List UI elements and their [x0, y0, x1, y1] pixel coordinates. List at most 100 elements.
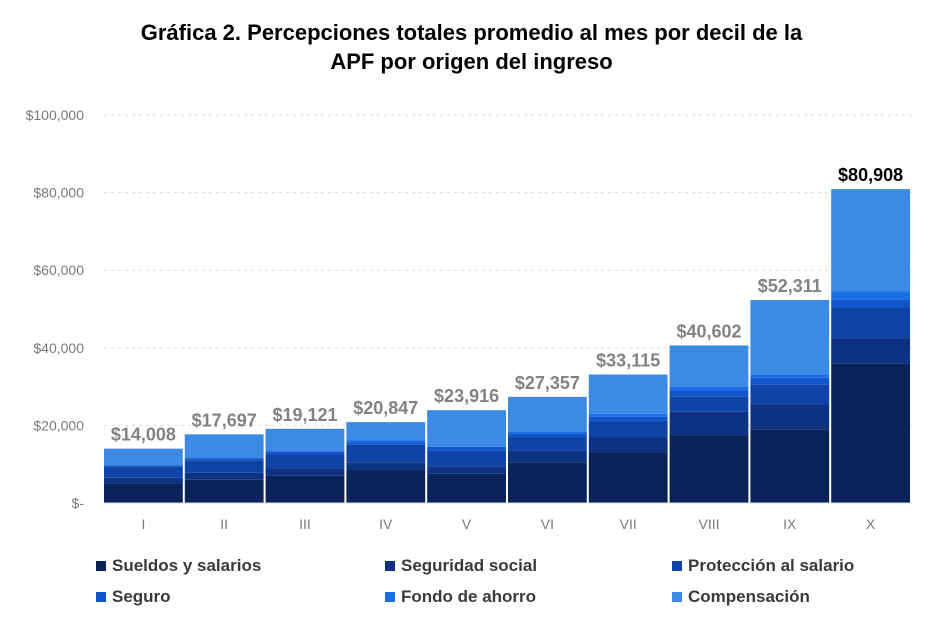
legend-swatch	[672, 561, 682, 571]
legend-label: Fondo de ahorro	[401, 587, 537, 606]
bar-segment	[669, 386, 749, 391]
y-tick-label: $60,000	[33, 262, 84, 278]
bar-total-label: $17,697	[192, 410, 257, 430]
bar-segment	[265, 428, 345, 452]
bar-segment	[750, 404, 830, 430]
legend-item: Protección al salario	[672, 556, 854, 576]
x-tick-label: IV	[379, 516, 393, 532]
bar-segment	[831, 363, 910, 503]
bar-segment	[669, 411, 749, 436]
chart-title-line-1: Gráfica 2. Percepciones totales promedio…	[140, 20, 803, 45]
bar-segment	[427, 466, 506, 474]
bar-segment	[831, 299, 910, 308]
x-tick-label: III	[299, 516, 311, 532]
bar-total-label: $52,311	[758, 276, 822, 296]
bar-segment	[265, 468, 345, 476]
bar-segment	[427, 473, 506, 503]
bar-segment	[508, 437, 587, 451]
bar-total-label: $14,008	[111, 425, 176, 445]
y-tick-label: $40,000	[33, 340, 84, 356]
legend-swatch	[385, 592, 395, 602]
bar-segment	[427, 446, 506, 451]
x-tick-label: X	[866, 516, 876, 532]
bar-total-label: $19,121	[272, 405, 337, 425]
bar-segment	[669, 390, 749, 397]
bar-segment	[508, 450, 587, 463]
legend-label: Compensación	[688, 587, 810, 606]
bar-segment	[265, 475, 345, 503]
legend-item: Sueldos y salarios	[96, 556, 261, 576]
legend-label: Seguro	[112, 587, 171, 606]
bar-segment	[104, 477, 183, 484]
legend-swatch	[672, 592, 682, 602]
bar-segment	[265, 454, 345, 469]
stacked-bar-chart: $- $20,000 $40,000 $60,000 $80,000 $100,000 $1…	[26, 107, 912, 532]
chart-title-line-2: APF por origen del ingreso	[330, 49, 613, 74]
bar-segment	[669, 435, 749, 503]
bar-segment	[831, 307, 910, 339]
legend-item: Seguridad social	[385, 556, 537, 576]
bar-segment	[184, 472, 264, 480]
bar-segment	[427, 410, 506, 447]
bar-segment	[588, 421, 668, 438]
bar-segment	[184, 457, 264, 459]
bar-segment	[346, 422, 426, 441]
bar-segment	[831, 338, 910, 364]
bar-total-label: $27,357	[515, 373, 580, 393]
bar-segment	[588, 452, 668, 503]
bar-segment	[184, 434, 264, 458]
bar-segment	[750, 384, 830, 405]
bar-total-label: $23,916	[434, 386, 499, 406]
bar-segment	[669, 345, 749, 387]
bar-segment	[669, 396, 749, 412]
bar-segment	[184, 458, 264, 461]
y-tick-label: $20,000	[33, 417, 84, 433]
bar-total-label: $20,847	[353, 398, 418, 418]
bar-segment	[750, 429, 830, 503]
y-tick-label: $-	[72, 495, 85, 511]
bar-total-label: $80,908	[838, 165, 903, 185]
bar-segment	[265, 451, 345, 455]
bar-segment	[184, 479, 264, 503]
bar-segment	[104, 483, 183, 503]
x-tick-label: II	[220, 516, 228, 532]
x-tick-label: IX	[783, 516, 797, 532]
legend-item: Compensación	[672, 587, 810, 607]
bar-segment	[346, 442, 426, 445]
x-tick-label: VI	[541, 516, 554, 532]
bar-segment	[508, 462, 587, 503]
bar-segment	[588, 413, 668, 417]
legend-label: Protección al salario	[688, 556, 855, 575]
bar-segment	[588, 416, 668, 422]
legend-label: Seguridad social	[401, 556, 538, 575]
x-tick-label: V	[462, 516, 472, 532]
bar-segment	[104, 466, 183, 478]
chart-title: Gráfica 2. Percepciones totales promedio…	[0, 18, 943, 76]
bar-segment	[346, 440, 426, 443]
bar-segment	[831, 189, 910, 292]
x-tick-label: VII	[620, 516, 637, 532]
bar-segment	[588, 437, 668, 453]
bar-total-label: $40,602	[676, 321, 741, 341]
bar-segment	[184, 460, 264, 473]
legend-swatch	[385, 561, 395, 571]
bar-segment	[508, 396, 587, 432]
bar-segment	[750, 374, 830, 378]
bar-segment	[750, 300, 830, 375]
legend-swatch	[96, 561, 106, 571]
bar-segment	[508, 431, 587, 434]
bar-segment	[427, 450, 506, 467]
legend-label: Sueldos y salarios	[112, 556, 262, 575]
x-tick-label: VIII	[698, 516, 719, 532]
bar-segment	[831, 291, 910, 300]
legend-item: Fondo de ahorro	[385, 587, 536, 607]
bar-segment	[346, 470, 426, 503]
bar-segment	[750, 377, 830, 385]
legend-swatch	[96, 592, 106, 602]
y-tick-label: $100,000	[26, 107, 85, 123]
legend-item: Seguro	[96, 587, 171, 607]
bar-segment	[508, 433, 587, 438]
chart-legend: Sueldos y salarios Seguridad social Protec…	[0, 556, 943, 616]
bar-segment	[346, 462, 426, 471]
bar-segment	[104, 465, 183, 467]
